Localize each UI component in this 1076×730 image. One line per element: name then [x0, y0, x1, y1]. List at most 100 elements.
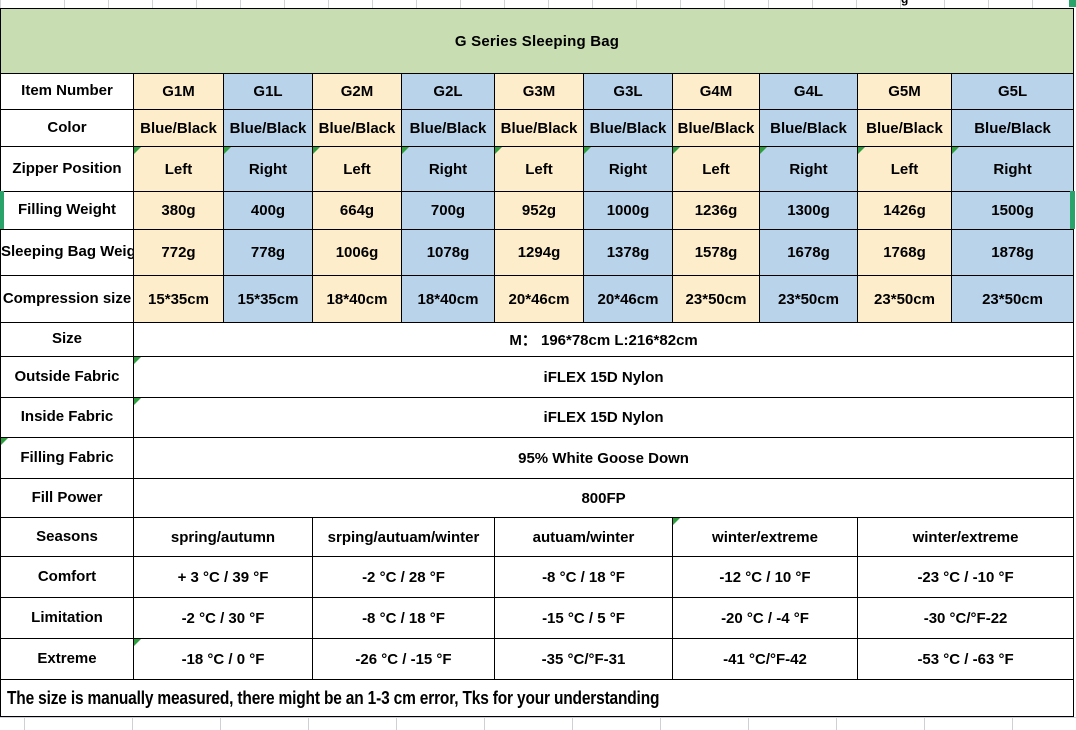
cell-merged[interactable]: M： 196*78cm L:216*82cm [132, 322, 1075, 357]
cell[interactable]: G3L [583, 73, 673, 110]
cell[interactable]: 15*35cm [133, 275, 224, 323]
cell[interactable]: Blue/Black [759, 109, 858, 147]
cell[interactable]: -35 °C/°F-31 [494, 638, 673, 680]
row-label[interactable]: Zipper Position [0, 146, 134, 192]
cell[interactable]: -8 °C / 18 °F [494, 556, 673, 598]
cell[interactable]: 1678g [759, 229, 858, 276]
row-label[interactable]: Inside Fabric [0, 397, 134, 438]
cell-flagged[interactable]: Left [857, 146, 952, 192]
cell[interactable]: 380g [133, 191, 224, 230]
cell[interactable]: 1294g [494, 229, 584, 276]
cell[interactable]: 1878g [950, 229, 1075, 276]
cell[interactable]: 1300g [759, 191, 858, 230]
cell[interactable]: 400g [223, 191, 313, 230]
cell[interactable]: Blue/Black [312, 109, 402, 147]
cell[interactable]: -26 °C / -15 °F [312, 638, 495, 680]
cell[interactable]: G2M [312, 73, 402, 110]
cell[interactable]: autuam/winter [494, 517, 673, 557]
cell[interactable]: Blue/Black [223, 109, 313, 147]
row-label[interactable]: Extreme [0, 638, 134, 680]
cell[interactable]: 18*40cm [312, 275, 402, 323]
row-label[interactable]: Compression size [0, 275, 134, 323]
cell-merged[interactable]: 800FP [132, 478, 1075, 518]
cell[interactable]: -53 °C / -63 °F [856, 638, 1075, 680]
cell[interactable]: G3M [494, 73, 584, 110]
cell[interactable]: G5L [950, 73, 1075, 110]
cell[interactable]: -41 °C/°F-42 [672, 638, 858, 680]
cell[interactable]: G1M [133, 73, 224, 110]
row-label[interactable]: Size [0, 322, 134, 357]
row-label[interactable]: Sleeping Bag Weight [0, 229, 134, 276]
cell[interactable]: G5M [857, 73, 952, 110]
cell[interactable]: Blue/Black [672, 109, 760, 147]
cell[interactable]: 952g [494, 191, 584, 230]
cell[interactable]: Blue/Black [494, 109, 584, 147]
cell[interactable]: 1000g [583, 191, 673, 230]
cell[interactable]: 20*46cm [494, 275, 584, 323]
cell[interactable]: -20 °C / -4 °F [672, 597, 858, 639]
cell-flagged[interactable]: winter/extreme [672, 517, 858, 557]
cell[interactable]: 1006g [312, 229, 402, 276]
cell[interactable]: Blue/Black [950, 109, 1075, 147]
row-label[interactable]: Fill Power [0, 478, 134, 518]
cell-flagged[interactable]: Left [133, 146, 224, 192]
cell-merged[interactable]: 95% White Goose Down [132, 437, 1075, 479]
cell[interactable]: -2 °C / 30 °F [133, 597, 313, 639]
cell[interactable]: 700g [401, 191, 495, 230]
row-label[interactable]: Item Number [0, 73, 134, 110]
cell-flagged[interactable]: Left [312, 146, 402, 192]
cell[interactable]: Blue/Black [857, 109, 952, 147]
cell[interactable]: 18*40cm [401, 275, 495, 323]
cell[interactable]: 23*50cm [950, 275, 1075, 323]
cell-flagged[interactable]: Left [494, 146, 584, 192]
cell[interactable]: 1500g [950, 191, 1075, 230]
cell[interactable]: G1L [223, 73, 313, 110]
cell[interactable]: -2 °C / 28 °F [312, 556, 495, 598]
row-label[interactable]: Comfort [0, 556, 134, 598]
cell[interactable]: 1236g [672, 191, 760, 230]
cell-flagged[interactable]: Right [401, 146, 495, 192]
cell[interactable]: 1768g [857, 229, 952, 276]
cell[interactable]: -8 °C / 18 °F [312, 597, 495, 639]
table-title[interactable]: G Series Sleeping Bag [0, 8, 1075, 74]
cell[interactable]: -15 °C / 5 °F [494, 597, 673, 639]
cell[interactable]: 23*50cm [672, 275, 760, 323]
cell[interactable]: 1378g [583, 229, 673, 276]
cell-flagged[interactable]: Right [950, 146, 1075, 192]
row-label-flagged[interactable]: Filling Fabric [0, 437, 134, 479]
cell[interactable]: winter/extreme [856, 517, 1075, 557]
note-cell[interactable]: The size is manually measured, there mig… [0, 679, 1075, 719]
cell[interactable]: + 3 °C / 39 °F [133, 556, 313, 598]
cell[interactable]: G4L [759, 73, 858, 110]
cell[interactable]: -12 °C / 10 °F [672, 556, 858, 598]
cell-merged-flagged[interactable]: iFLEX 15D Nylon [132, 356, 1075, 398]
cell-flagged[interactable]: Left [672, 146, 760, 192]
cell[interactable]: spring/autumn [133, 517, 313, 557]
cell[interactable]: 15*35cm [223, 275, 313, 323]
cell[interactable]: 1078g [401, 229, 495, 276]
cell[interactable]: 772g [133, 229, 224, 276]
cell-merged-flagged[interactable]: iFLEX 15D Nylon [132, 397, 1075, 438]
cell[interactable]: Blue/Black [401, 109, 495, 147]
row-label[interactable]: Filling Weight [0, 191, 134, 230]
cell[interactable]: 664g [312, 191, 402, 230]
cell[interactable]: 23*50cm [857, 275, 952, 323]
cell-flagged[interactable]: Right [583, 146, 673, 192]
cell[interactable]: 1426g [857, 191, 952, 230]
cell[interactable]: 778g [223, 229, 313, 276]
row-label[interactable]: Color [0, 109, 134, 147]
cell[interactable]: 23*50cm [759, 275, 858, 323]
cell-flagged[interactable]: Right [223, 146, 313, 192]
cell-flagged[interactable]: -18 °C / 0 °F [133, 638, 313, 680]
cell[interactable]: G4M [672, 73, 760, 110]
cell[interactable]: G2L [401, 73, 495, 110]
cell[interactable]: Blue/Black [133, 109, 224, 147]
row-label[interactable]: Outside Fabric [0, 356, 134, 398]
cell[interactable]: srping/autuam/winter [312, 517, 495, 557]
cell[interactable]: 20*46cm [583, 275, 673, 323]
row-label[interactable]: Seasons [0, 517, 134, 557]
row-label[interactable]: Limitation [0, 597, 134, 639]
cell[interactable]: -23 °C / -10 °F [856, 556, 1075, 598]
cell-flagged[interactable]: Right [759, 146, 858, 192]
cell[interactable]: 1578g [672, 229, 760, 276]
